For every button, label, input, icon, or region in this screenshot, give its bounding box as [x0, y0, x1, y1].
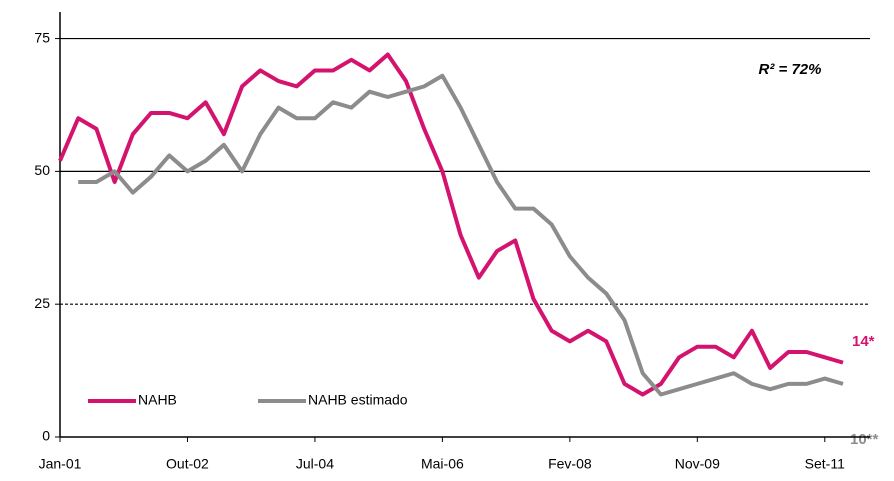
end-label-nahb: 14* [852, 333, 875, 350]
x-tick-label: Jan-01 [39, 456, 82, 472]
y-tick-label: 25 [34, 295, 50, 311]
end-label-estimado: 10** [850, 431, 879, 448]
y-tick-label: 75 [34, 29, 50, 45]
x-tick-label: Fev-08 [548, 456, 592, 472]
x-tick-label: Out-02 [166, 456, 209, 472]
x-tick-label: Set-11 [805, 456, 845, 472]
y-tick-label: 50 [34, 162, 50, 178]
x-tick-label: Jul-04 [296, 456, 334, 472]
series-line [78, 73, 844, 397]
series-line [58, 52, 844, 397]
r-squared: R² = 72% [759, 61, 822, 78]
y-tick-label: 0 [42, 428, 50, 444]
legend-label: NAHB estimado [308, 392, 408, 408]
x-tick-label: Nov-09 [675, 456, 720, 472]
x-tick-label: Mai-06 [421, 456, 464, 472]
legend-label: NAHB [138, 392, 177, 408]
